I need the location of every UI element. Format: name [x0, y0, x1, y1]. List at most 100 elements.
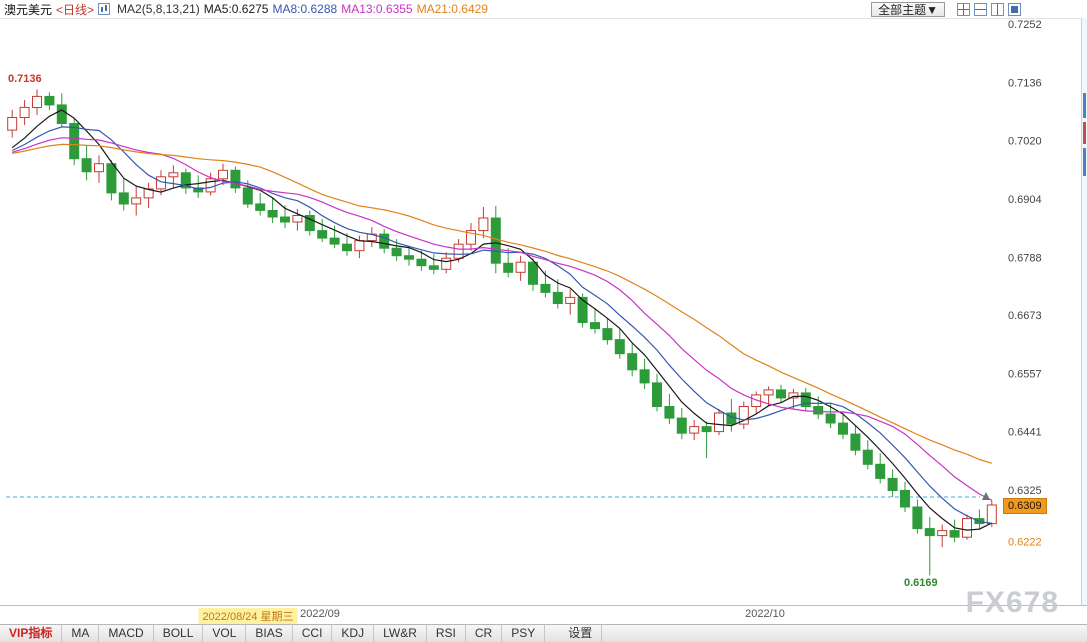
- candle[interactable]: [329, 225, 340, 249]
- candle[interactable]: [379, 229, 390, 254]
- candle[interactable]: [180, 168, 191, 194]
- indicator-toolbar: VIP指标 MA MACD BOLL VOL BIAS CCI KDJ LW&R RSI CR PSY…: [0, 624, 1087, 642]
- toolbar-item-lw&r[interactable]: LW&R: [374, 625, 427, 642]
- candle[interactable]: [466, 223, 476, 251]
- candle[interactable]: [949, 519, 960, 543]
- candle[interactable]: [763, 386, 774, 407]
- candle[interactable]: [267, 197, 278, 224]
- candle[interactable]: [565, 289, 576, 315]
- candle[interactable]: [924, 517, 935, 576]
- candle[interactable]: [689, 420, 700, 441]
- toolbar-item-rsi[interactable]: RSI: [427, 625, 466, 642]
- y-axis-label: 0.7020: [1008, 136, 1042, 148]
- candle[interactable]: [751, 391, 762, 415]
- candle[interactable]: [317, 219, 328, 243]
- candle[interactable]: [193, 175, 204, 198]
- candle[interactable]: [887, 469, 898, 497]
- candle[interactable]: [81, 145, 92, 181]
- candle[interactable]: [366, 227, 377, 248]
- candles-group: [7, 89, 997, 576]
- candle[interactable]: [131, 185, 142, 216]
- candle[interactable]: [602, 318, 613, 345]
- fx678-watermark: FX678: [965, 586, 1059, 619]
- right-scrollbar-strip[interactable]: [1081, 18, 1087, 605]
- candle[interactable]: [428, 254, 439, 275]
- candle[interactable]: [94, 155, 104, 183]
- candle[interactable]: [652, 373, 662, 412]
- topbar-right-group: 全部主题▼: [871, 1, 1087, 17]
- candle[interactable]: [304, 210, 315, 236]
- layout-rows-icon[interactable]: [974, 2, 987, 16]
- toolbar-item-cci[interactable]: CCI: [293, 625, 333, 642]
- candle[interactable]: [441, 252, 452, 274]
- candle[interactable]: [404, 245, 414, 266]
- candle[interactable]: [292, 208, 303, 231]
- candle[interactable]: [912, 499, 923, 534]
- layout-grid-icon[interactable]: [957, 2, 970, 16]
- toolbar-item-vol[interactable]: VOL: [203, 625, 247, 642]
- candle[interactable]: [788, 388, 799, 410]
- candle[interactable]: [7, 109, 18, 138]
- toolbar-item-boll[interactable]: BOLL: [154, 625, 204, 642]
- candle[interactable]: [664, 393, 675, 425]
- candle[interactable]: [701, 421, 712, 459]
- candlestick-chart[interactable]: 0.7252 0.7136 0.7020 0.6904 0.6788 0.6673 0.65…: [0, 0, 1087, 624]
- candle[interactable]: [937, 524, 948, 548]
- candle[interactable]: [453, 239, 464, 263]
- candle[interactable]: [862, 440, 873, 470]
- candle[interactable]: [416, 250, 427, 271]
- candle[interactable]: [627, 342, 638, 377]
- candle[interactable]: [515, 255, 526, 281]
- ma-settings-label[interactable]: MA2(5,8,13,21): [117, 2, 200, 16]
- candle[interactable]: [875, 453, 886, 484]
- period-label[interactable]: <日线>: [56, 2, 95, 17]
- toolbar-item-ma[interactable]: MA: [62, 625, 100, 642]
- candle[interactable]: [577, 293, 588, 328]
- candle[interactable]: [714, 409, 724, 436]
- toolbar-item-kdj[interactable]: KDJ: [332, 625, 375, 642]
- candle[interactable]: [590, 308, 600, 334]
- toolbar-item-macd[interactable]: MACD: [99, 625, 154, 642]
- candle[interactable]: [552, 279, 563, 309]
- candle[interactable]: [676, 408, 687, 440]
- candle[interactable]: [69, 117, 80, 166]
- indicator-chart-icon[interactable]: [98, 3, 111, 15]
- candle[interactable]: [614, 328, 625, 359]
- y-axis-label: 0.6325: [1008, 485, 1042, 497]
- candle[interactable]: [800, 387, 811, 412]
- ma5-line: [11, 109, 993, 531]
- candle[interactable]: [838, 411, 848, 440]
- candle[interactable]: [44, 92, 55, 110]
- layout-single-panel-icon[interactable]: [1008, 2, 1021, 16]
- candle[interactable]: [974, 509, 985, 529]
- candle[interactable]: [106, 160, 117, 201]
- candle[interactable]: [850, 425, 861, 456]
- candle[interactable]: [230, 166, 241, 193]
- candle[interactable]: [19, 99, 30, 126]
- y-axis-label: 0.6788: [1008, 252, 1042, 264]
- ma21-line: [12, 143, 992, 464]
- candle[interactable]: [118, 177, 129, 211]
- toolbar-item-vip[interactable]: VIP指标: [0, 625, 63, 642]
- candle[interactable]: [478, 206, 489, 239]
- theme-dropdown-button[interactable]: 全部主题▼: [871, 1, 945, 17]
- toolbar-item-bias[interactable]: BIAS: [246, 625, 293, 642]
- toolbar-item-cr[interactable]: CR: [466, 625, 503, 642]
- layout-columns-icon[interactable]: [991, 2, 1004, 16]
- candle[interactable]: [143, 182, 154, 208]
- candle[interactable]: [900, 481, 910, 513]
- toolbar-item-设置[interactable]: 设置: [559, 625, 603, 642]
- candle[interactable]: [242, 180, 253, 208]
- candle[interactable]: [639, 358, 650, 389]
- candle[interactable]: [776, 384, 786, 403]
- ma5-value: MA5:0.6275: [203, 2, 269, 16]
- candle[interactable]: [255, 192, 266, 216]
- candle[interactable]: [342, 233, 352, 256]
- toolbar-item-psy[interactable]: PSY: [502, 625, 546, 642]
- candle[interactable]: [962, 514, 972, 540]
- candle[interactable]: [32, 89, 42, 115]
- candle[interactable]: [528, 258, 538, 291]
- candle[interactable]: [738, 401, 749, 430]
- candle[interactable]: [280, 205, 290, 229]
